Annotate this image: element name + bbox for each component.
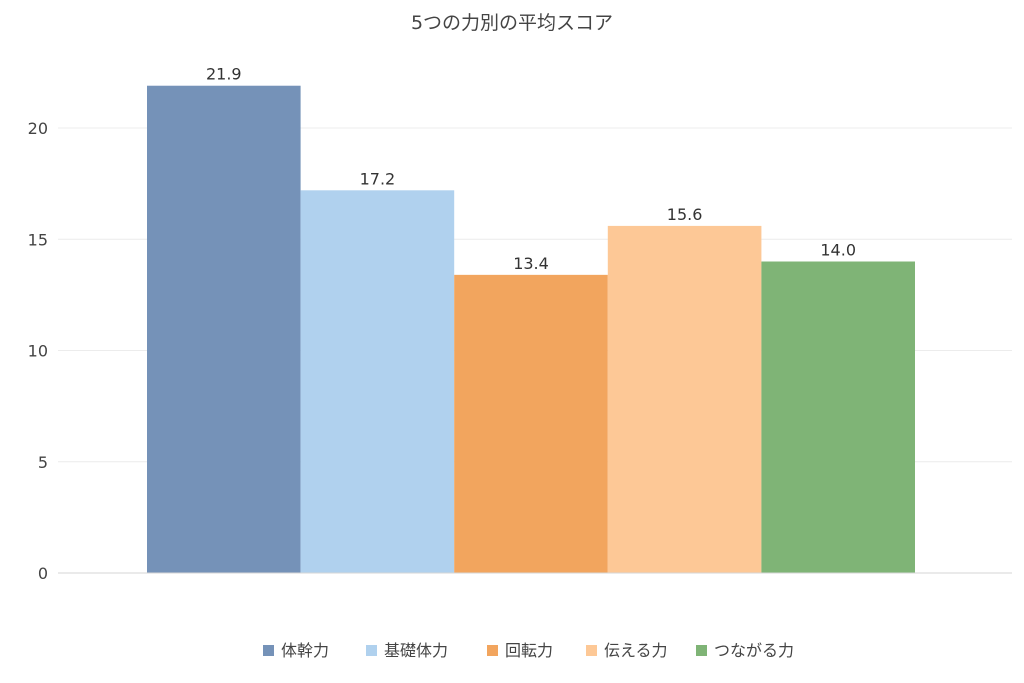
bar (607, 225, 762, 573)
bar (147, 85, 301, 573)
legend-item: つながる力 (696, 641, 794, 660)
legend-label: 回転力 (505, 641, 553, 660)
y-tick-label: 10 (28, 342, 48, 361)
chart-title: 5つの力別の平均スコア (411, 12, 613, 34)
legend-swatch (487, 645, 498, 656)
legend-swatch (366, 645, 377, 656)
y-tick-label: 5 (38, 453, 48, 472)
legend-item: 伝える力 (586, 641, 668, 660)
data-label: 15.6 (667, 205, 703, 224)
data-label: 17.2 (360, 169, 396, 188)
legend-label: 伝える力 (604, 641, 668, 660)
data-label: 13.4 (513, 254, 549, 273)
legend-swatch (696, 645, 707, 656)
bars (147, 85, 915, 574)
y-tick-label: 20 (28, 119, 48, 138)
legend-item: 回転力 (487, 641, 553, 660)
y-tick-label: 15 (28, 230, 48, 249)
legend: 体幹力 基礎体力 回転力 伝える力 つながる力 (263, 641, 794, 660)
legend-swatch (263, 645, 274, 656)
legend-label: 体幹力 (281, 641, 329, 660)
bar (454, 274, 608, 573)
bar (761, 261, 915, 573)
data-labels: 21.9 17.2 13.4 15.6 14.0 (206, 65, 856, 273)
data-label: 21.9 (206, 65, 242, 84)
legend-label: つながる力 (714, 641, 794, 660)
bar (300, 190, 455, 574)
legend-swatch (586, 645, 597, 656)
legend-label: 基礎体力 (384, 641, 448, 660)
y-axis-tick-labels: 0 5 10 15 20 (28, 119, 48, 583)
data-label: 14.0 (820, 241, 856, 260)
y-tick-label: 0 (38, 564, 48, 583)
legend-item: 体幹力 (263, 641, 329, 660)
legend-item: 基礎体力 (366, 641, 448, 660)
